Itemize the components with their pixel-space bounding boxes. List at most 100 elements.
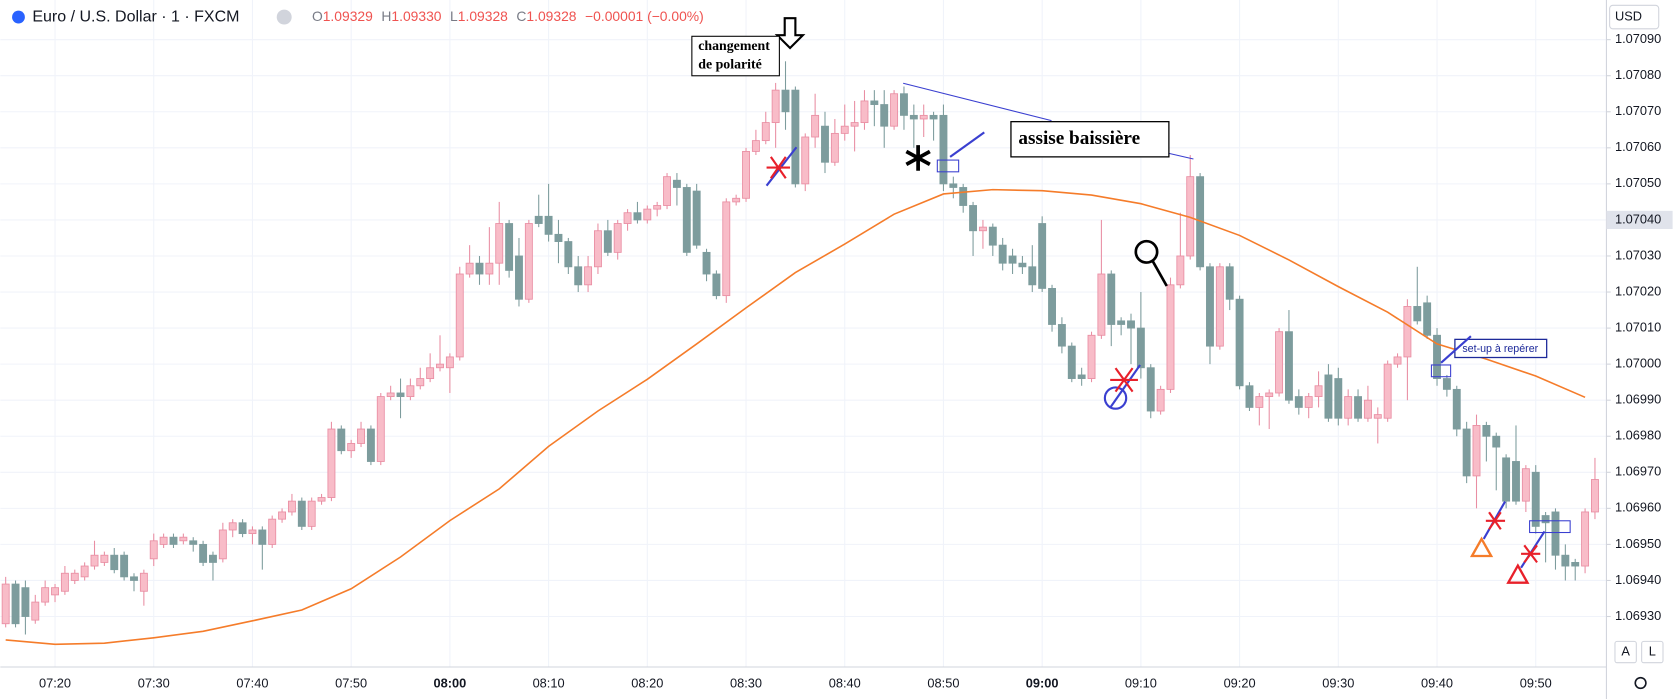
visibility-toggle[interactable]	[276, 9, 292, 25]
y-tick-label: 1.06960	[1615, 500, 1661, 515]
x-tick-label: 07:30	[138, 675, 170, 690]
y-tick-label: 1.07060	[1615, 139, 1661, 154]
candle-body	[406, 385, 415, 398]
candle-body	[692, 190, 701, 246]
log-scale-button[interactable]	[1641, 640, 1664, 664]
candle-body	[850, 122, 859, 127]
x-tick-label: 08:10	[533, 675, 565, 690]
candle-body	[998, 244, 1007, 264]
candle-body	[495, 223, 504, 264]
candle-body	[1245, 385, 1254, 408]
symbol-title: Euro / U.S. Dollar · 1 · FXCM	[32, 8, 239, 25]
candle-body	[110, 554, 119, 571]
x-tick-label: 08:50	[927, 675, 959, 690]
pen-line	[1440, 335, 1472, 364]
candle-body	[1502, 457, 1511, 502]
candle-body	[278, 511, 287, 520]
y-tick-label: 1.06940	[1615, 572, 1661, 587]
annotation-box	[691, 35, 780, 77]
candle-body	[1215, 266, 1224, 347]
candle-body	[179, 536, 188, 542]
candle-body	[1591, 479, 1599, 513]
candle-body	[357, 428, 365, 444]
candle-body	[1048, 287, 1056, 325]
candle-body	[465, 262, 474, 275]
candle-body	[1423, 302, 1432, 336]
candle-body	[1482, 425, 1491, 437]
candle-body	[455, 273, 464, 358]
annotation-box	[1454, 338, 1548, 359]
candle-body	[643, 208, 652, 221]
candle-body	[880, 104, 889, 127]
ohlc-value: 1.09328	[458, 8, 508, 24]
candle-body	[524, 223, 533, 300]
candle-body	[1107, 273, 1116, 325]
candle-body	[139, 572, 148, 592]
candle-body	[1127, 320, 1135, 329]
pen-box	[936, 159, 960, 173]
y-tick-label: 1.06930	[1615, 608, 1661, 623]
candle-body	[317, 497, 326, 502]
candle-body	[1, 583, 10, 625]
candle-body	[623, 212, 632, 224]
candle-body	[1235, 298, 1244, 387]
x-tick-label: 08:20	[631, 675, 663, 690]
candle-body	[1512, 461, 1520, 502]
candle-body	[613, 223, 622, 253]
candle-body	[1571, 562, 1580, 567]
candle-body	[209, 554, 217, 563]
candle-body	[584, 266, 593, 286]
x-tick-label: 07:50	[335, 675, 367, 690]
candle-body	[761, 122, 770, 142]
drawings	[691, 17, 1571, 584]
candle-body	[653, 205, 662, 210]
annotation-text: de polarité	[698, 57, 762, 72]
candle-body	[1018, 262, 1027, 268]
candle-body	[1413, 306, 1422, 322]
candle-body	[870, 100, 879, 105]
candle-body	[1265, 392, 1274, 398]
candle-body	[416, 378, 425, 387]
candle-body	[1363, 399, 1372, 419]
auto-scale-button[interactable]	[1614, 640, 1637, 664]
candle-body	[120, 554, 129, 578]
y-tick-label: 1.07050	[1615, 175, 1661, 190]
moving-average	[5, 188, 1586, 646]
settings-button[interactable]	[1634, 676, 1647, 690]
trend-line	[903, 82, 1052, 122]
candle-body	[1057, 324, 1066, 347]
candle-body	[771, 89, 780, 124]
currency-button[interactable]	[1609, 4, 1660, 30]
candle-body	[297, 500, 306, 527]
candle-body	[722, 201, 731, 297]
candle-body	[633, 212, 642, 221]
ohlc-key: C	[516, 8, 526, 24]
candle-body	[485, 262, 494, 275]
trend-line	[1165, 152, 1194, 160]
star-mark	[766, 156, 791, 179]
ohlc-value: 1.09330	[391, 8, 441, 24]
x-tick-label: 09:30	[1322, 675, 1354, 690]
candle-body	[337, 428, 346, 452]
candle-body	[682, 187, 691, 253]
candle-body	[505, 223, 514, 271]
star-mark	[1521, 544, 1541, 564]
annotation-text: assise baissière	[1018, 128, 1140, 149]
x-tick-label: 07:40	[236, 675, 268, 690]
candle-body	[1077, 374, 1086, 379]
candle-body	[169, 536, 178, 545]
candle-body	[436, 363, 444, 369]
y-tick-label: 1.07010	[1615, 319, 1661, 334]
candle-body	[1472, 425, 1481, 477]
candle-body	[811, 114, 820, 138]
axes: 1.07090 1.07080 1.07070 1.07060 1.07050 1.070…	[39, 31, 1673, 690]
star-mark	[1485, 511, 1506, 530]
candle-body	[60, 572, 69, 592]
candle-body	[603, 230, 612, 253]
x-tick-label: 09:20	[1224, 675, 1256, 690]
candle-body	[31, 601, 40, 621]
candle-body	[949, 183, 958, 188]
candle-body	[228, 522, 237, 531]
candle-body	[1136, 327, 1145, 369]
